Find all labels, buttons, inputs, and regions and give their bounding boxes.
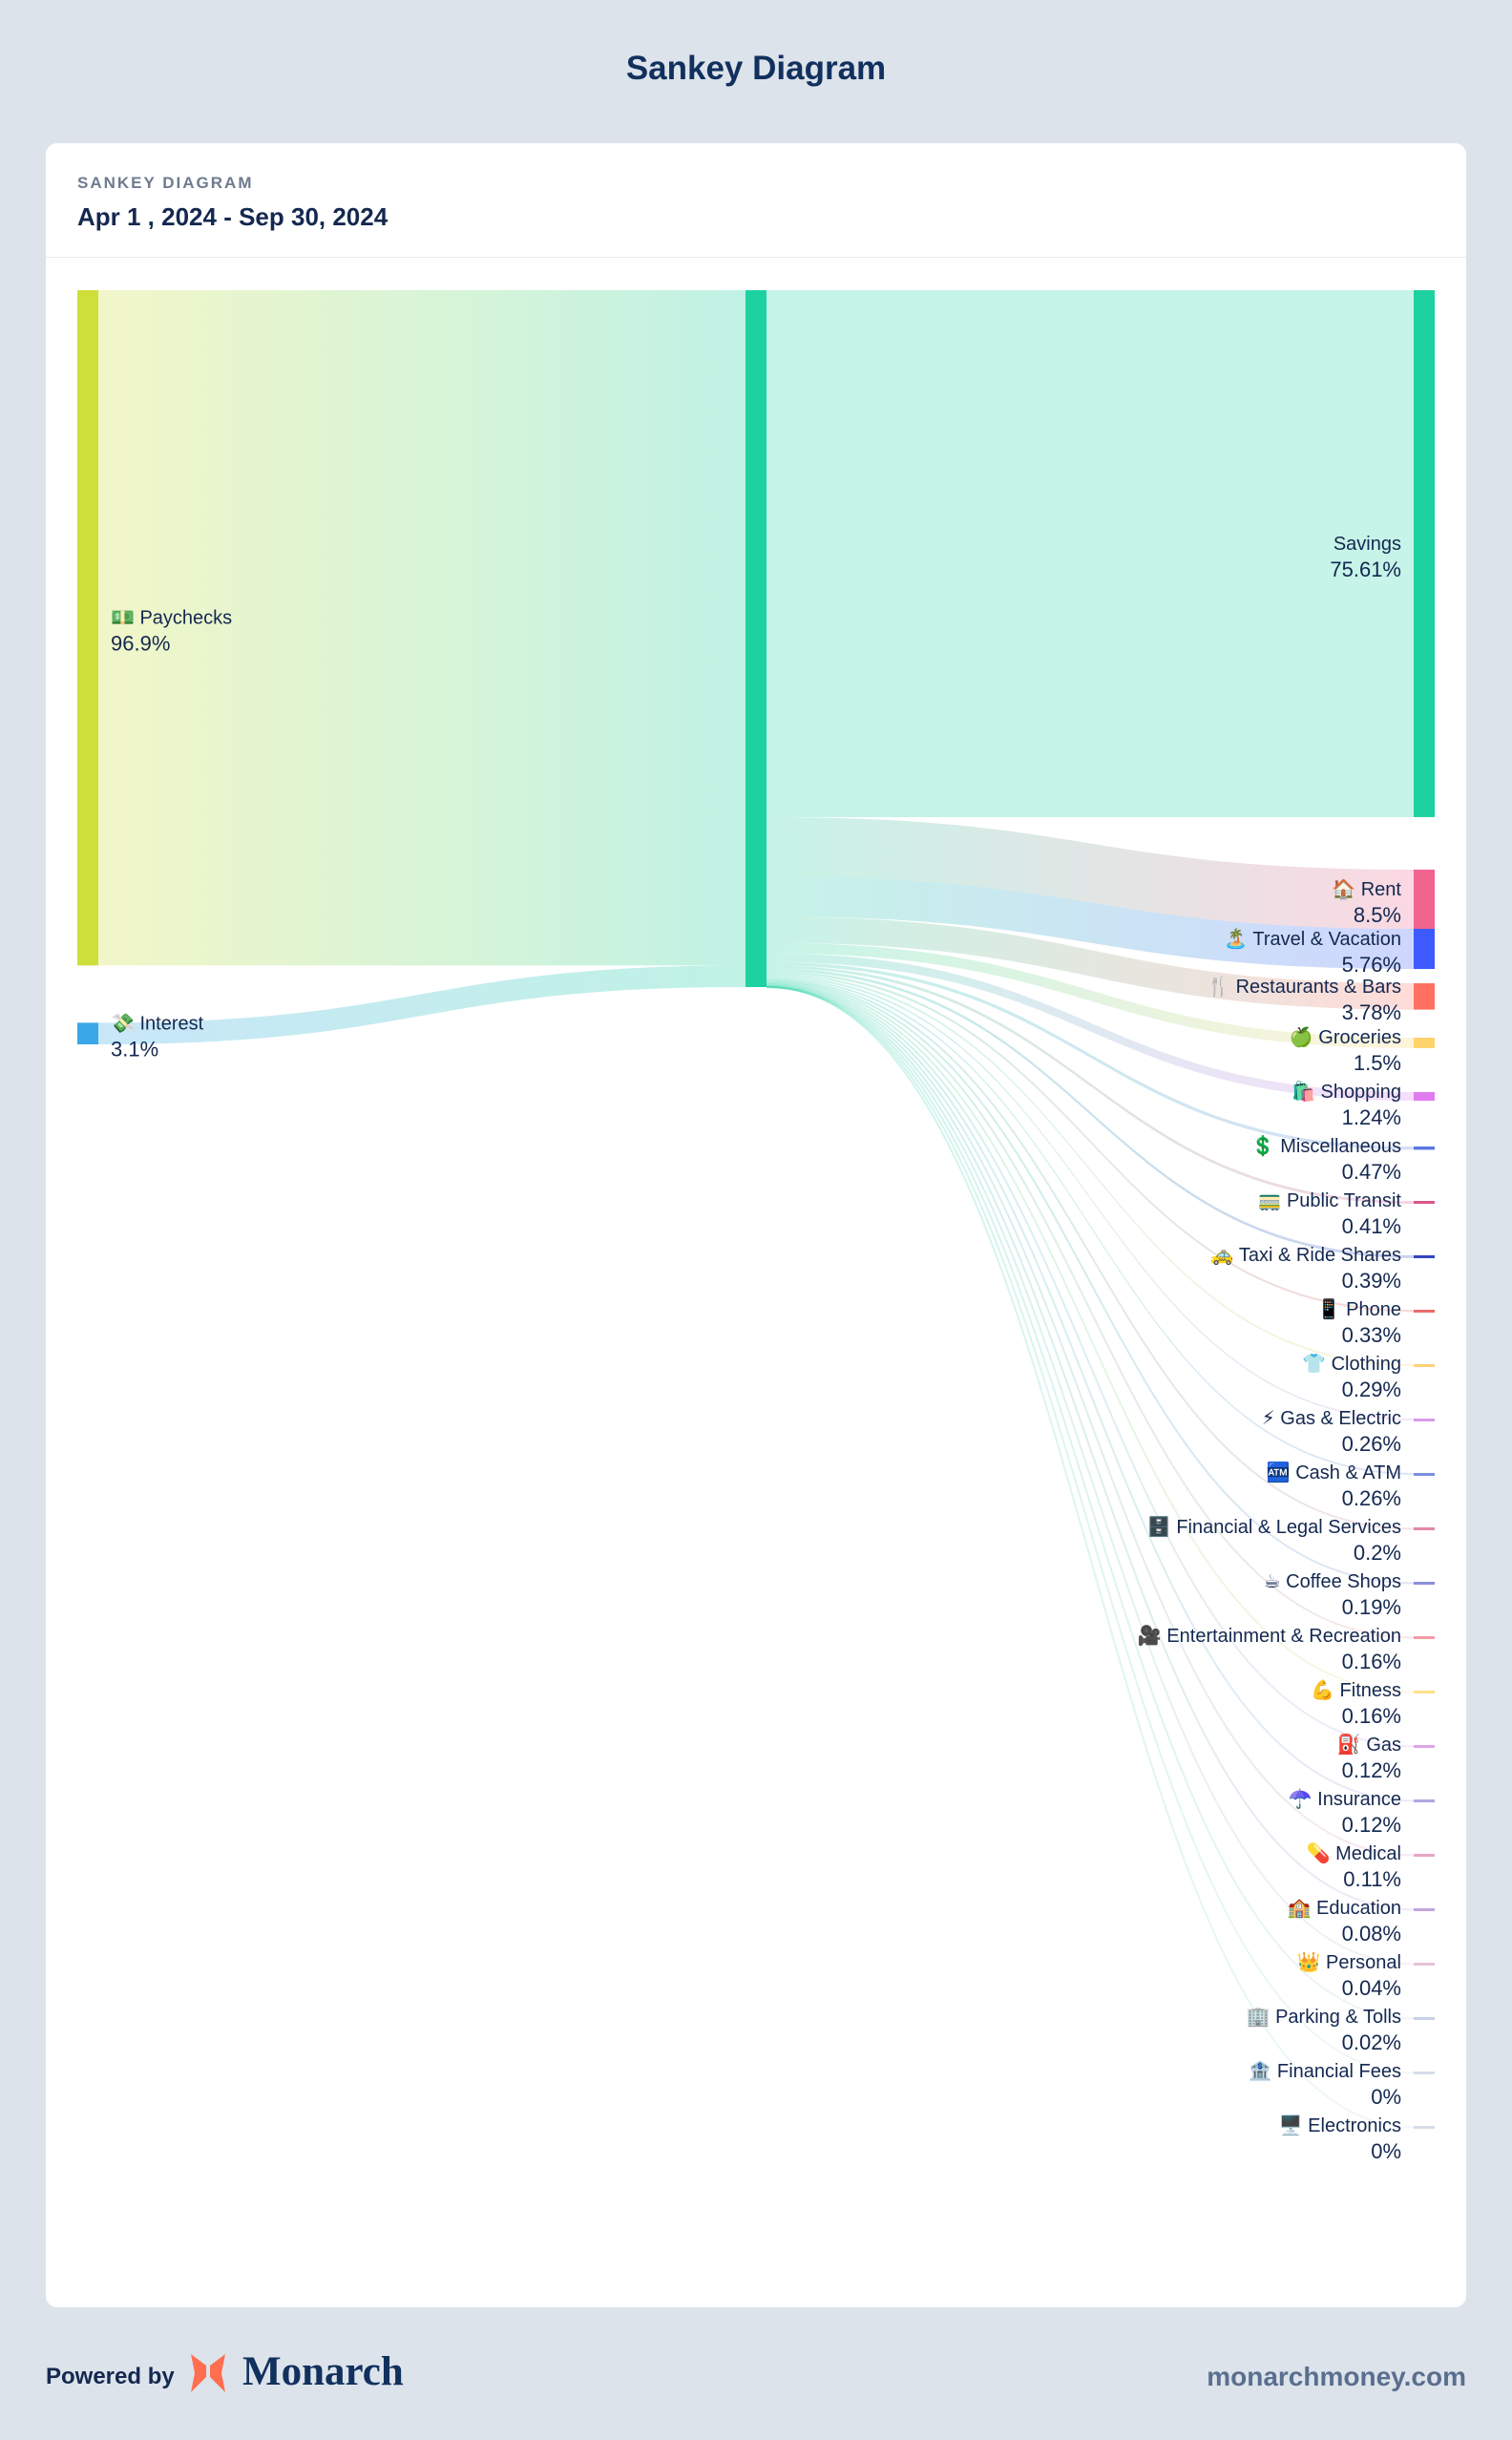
label-medical-percent: 0.11% [1343,1867,1401,1891]
label-travel-and-vacation-name: 🏝️ Travel & Vacation [1224,927,1401,950]
node-cash-and-atm[interactable] [1414,1473,1435,1476]
link-taxi-and-ride-shares [766,968,1414,1258]
node-coffee-shops[interactable] [1414,1582,1435,1585]
label-entertainment-and-recreation-name: 🎥 Entertainment & Recreation [1138,1624,1401,1647]
node-medical[interactable] [1414,1854,1435,1857]
label-medical-name: 💊 Medical [1307,1841,1401,1864]
label-parking-and-tolls-percent: 0.02% [1342,2030,1401,2054]
label-electronics-percent: 0% [1371,2139,1401,2163]
label-rent-percent: 8.5% [1354,903,1401,927]
node-personal[interactable] [1414,1963,1435,1966]
node-shopping[interactable] [1414,1092,1435,1101]
label-taxi-and-ride-shares-percent: 0.39% [1342,1269,1401,1293]
node-groceries[interactable] [1414,1038,1435,1048]
label-savings-name: Savings [1334,534,1401,555]
node-paychecks[interactable] [77,290,98,965]
label-travel-and-vacation-percent: 5.76% [1342,953,1401,977]
label-education-percent: 0.08% [1342,1922,1401,1946]
label-shopping-percent: 1.24% [1342,1105,1401,1129]
node-phone[interactable] [1414,1310,1435,1313]
link-savings [766,290,1414,817]
label-miscellaneous-name: 💲 Miscellaneous [1251,1134,1401,1157]
node-taxi-and-ride-shares[interactable] [1414,1255,1435,1258]
node-education[interactable] [1414,1908,1435,1911]
label-financial-fees-name: 🏦 Financial Fees [1248,2059,1401,2082]
label-gas-and-electric-percent: 0.26% [1342,1432,1401,1456]
label-restaurants-and-bars-percent: 3.78% [1342,1000,1401,1024]
label-gas-percent: 0.12% [1342,1758,1401,1782]
node-savings[interactable] [1414,290,1435,817]
node-rent[interactable] [1414,870,1435,929]
node-restaurants-and-bars[interactable] [1414,983,1435,1010]
label-interest-percent: 3.1% [111,1038,158,1062]
node-financial-and-legal-services[interactable] [1414,1527,1435,1530]
monarch-logo-icon [189,2352,227,2394]
label-financial-and-legal-services-name: 🗄️ Financial & Legal Services [1147,1515,1401,1538]
label-groceries-percent: 1.5% [1354,1051,1401,1075]
label-paychecks-name: 💵 Paychecks [111,608,232,629]
label-parking-and-tolls-name: 🏢 Parking & Tolls [1247,2007,1401,2028]
node-miscellaneous[interactable] [1414,1146,1435,1149]
label-fitness-percent: 0.16% [1342,1704,1401,1728]
website-link[interactable]: monarchmoney.com [1207,2362,1466,2392]
node-parking-and-tolls[interactable] [1414,2017,1435,2020]
link-coffee-shops [766,980,1414,1583]
node-fitness[interactable] [1414,1691,1435,1693]
label-insurance-percent: 0.12% [1342,1813,1401,1837]
label-cash-and-atm-name: 🏧 Cash & ATM [1267,1461,1401,1483]
node-insurance[interactable] [1414,1799,1435,1802]
label-public-transit-name: 🚃 Public Transit [1257,1190,1401,1211]
label-miscellaneous-percent: 0.47% [1342,1160,1401,1184]
label-interest-name: 💸 Interest [111,1013,204,1035]
node-gas[interactable] [1414,1745,1435,1748]
label-education-name: 🏫 Education [1288,1898,1401,1919]
label-insurance-name: ☂️ Insurance [1289,1787,1401,1810]
label-personal-percent: 0.04% [1342,1976,1401,2000]
link-insurance [766,985,1414,1801]
label-rent-name: 🏠 Rent [1332,878,1401,900]
sankey-card: SANKEY DIAGRAM Apr 1 , 2024 - Sep 30, 20… [46,143,1466,2307]
label-phone-name: 📱 Phone [1317,1297,1401,1320]
label-paychecks-percent: 96.9% [111,632,170,656]
node-travel-and-vacation[interactable] [1414,929,1435,969]
node-interest[interactable] [77,1022,98,1044]
node-gas-and-electric[interactable] [1414,1419,1435,1421]
label-shopping-name: 🛍️ Shopping [1292,1080,1401,1103]
label-gas-and-electric-name: ⚡ Gas & Electric [1262,1408,1401,1429]
node-entertainment-and-recreation[interactable] [1414,1636,1435,1639]
page-title: Sankey Diagram [0,50,1512,88]
label-entertainment-and-recreation-percent: 0.16% [1342,1650,1401,1673]
label-financial-and-legal-services-percent: 0.2% [1354,1541,1401,1565]
label-taxi-and-ride-shares-name: 🚕 Taxi & Ride Shares [1210,1245,1401,1266]
node-hub[interactable] [746,290,766,987]
sankey-chart: 💵 Paychecks 96.9% 💸 Interest 3.1% Savings75.… [46,143,1466,2307]
label-fitness-name: 💪 Fitness [1311,1678,1401,1701]
node-clothing[interactable] [1414,1364,1435,1367]
node-financial-fees[interactable] [1414,2072,1435,2074]
label-coffee-shops-name: ☕ Coffee Shops [1264,1571,1401,1592]
label-electronics-name: 🖥️ Electronics [1279,2114,1401,2136]
label-restaurants-and-bars-name: 🍴 Restaurants & Bars [1207,975,1401,998]
node-electronics[interactable] [1414,2126,1435,2129]
label-gas-name: ⛽ Gas [1337,1733,1401,1756]
label-clothing-name: 👕 Clothing [1302,1354,1401,1375]
label-financial-fees-percent: 0% [1371,2085,1401,2109]
node-public-transit[interactable] [1414,1201,1435,1204]
label-phone-percent: 0.33% [1342,1323,1401,1347]
powered-by-label: Powered by [46,2364,175,2390]
label-clothing-percent: 0.29% [1342,1378,1401,1401]
label-groceries-name: 🍏 Groceries [1290,1025,1401,1048]
label-personal-name: 👑 Personal [1297,1951,1401,1973]
link-education [766,986,1414,1909]
link-cash-and-atm [766,977,1414,1475]
brand-name: Monarch [242,2348,404,2395]
label-cash-and-atm-percent: 0.26% [1342,1486,1401,1510]
label-public-transit-percent: 0.41% [1342,1214,1401,1238]
label-savings-percent: 75.61% [1330,557,1401,581]
label-coffee-shops-percent: 0.19% [1342,1595,1401,1619]
